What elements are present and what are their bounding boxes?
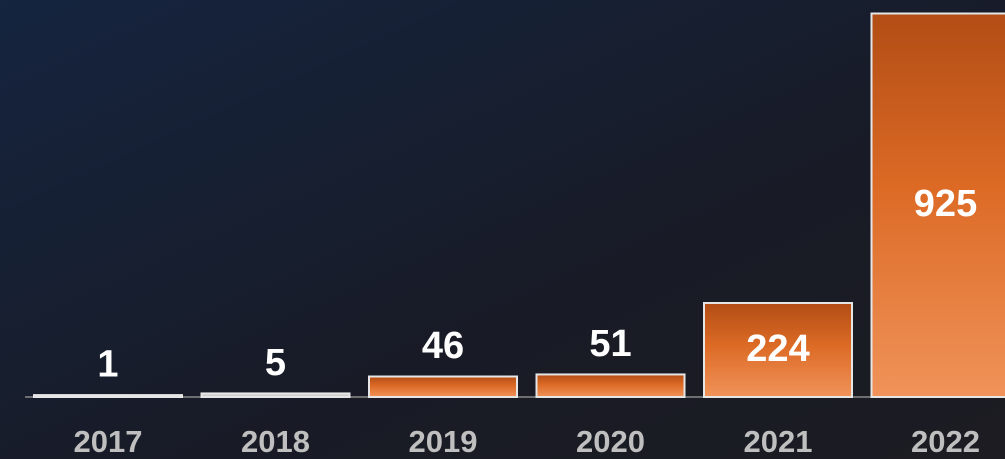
bar (870, 12, 1005, 398)
bar (200, 392, 351, 399)
x-tick-label: 2018 (241, 424, 310, 459)
value-label: 224 (746, 328, 809, 370)
bar (368, 375, 518, 398)
bar (535, 373, 686, 399)
x-tick-label: 2021 (744, 424, 813, 459)
value-label: 51 (589, 323, 631, 365)
value-label: 46 (422, 325, 464, 367)
bar (703, 301, 853, 398)
value-label: 925 (914, 183, 977, 225)
x-tick-label: 2020 (576, 424, 645, 459)
x-tick-label: 2022 (911, 424, 980, 459)
bar (33, 394, 183, 399)
x-tick-label: 2019 (409, 424, 478, 459)
x-tick-label: 2017 (74, 424, 143, 459)
value-label: 1 (97, 344, 118, 386)
value-label: 5 (265, 342, 286, 384)
